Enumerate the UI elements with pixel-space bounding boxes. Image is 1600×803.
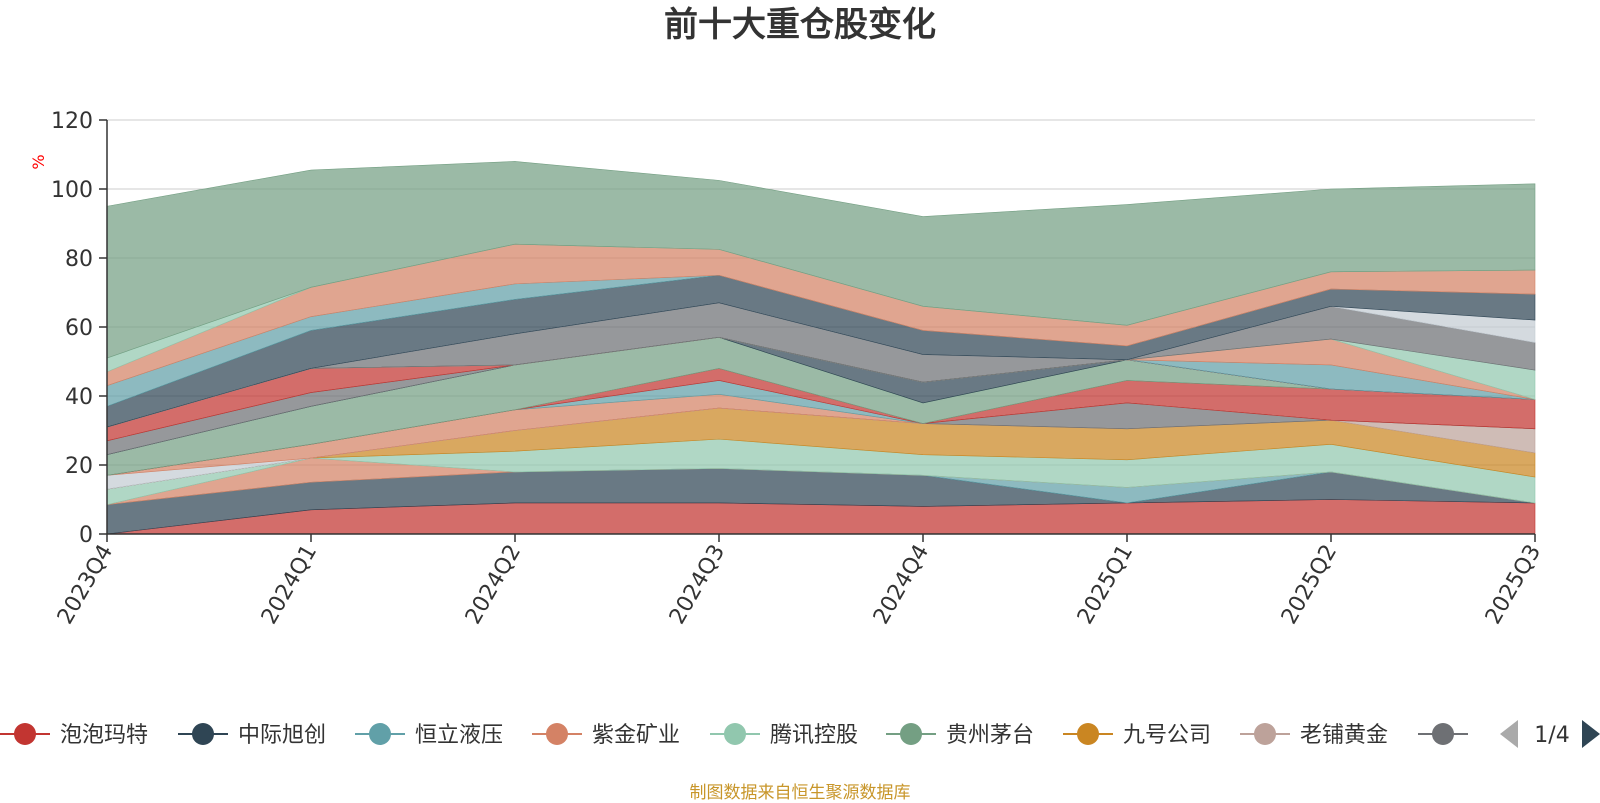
legend-items: 泡泡玛特 中际旭创 恒立液压 紫金矿业 腾讯控股 贵州茅台 九号公司 老铺黄金 文 <box>0 723 1500 748</box>
legend-marker <box>14 723 36 745</box>
legend-prev-page-icon[interactable] <box>1500 720 1518 748</box>
legend-label: 九号公司 <box>1123 723 1211 748</box>
x-tick-label-2024Q4: 2024Q4 <box>869 541 934 629</box>
legend-item-4: 紫金矿业 <box>532 723 680 748</box>
legend-pager: 1/4 <box>1500 720 1600 748</box>
y-axis-unit: % <box>29 154 48 169</box>
x-tick-label-2024Q2: 2024Q2 <box>461 541 526 629</box>
y-tick-label-0: 0 <box>79 523 93 548</box>
legend-item-6: 贵州茅台 <box>886 723 1034 748</box>
x-tick-label-2023Q4: 2023Q4 <box>53 541 118 629</box>
x-tick-label-2024Q3: 2024Q3 <box>665 541 730 629</box>
x-tick-label-2024Q1: 2024Q1 <box>257 541 322 629</box>
legend-marker <box>1254 723 1276 745</box>
legend-label: 腾讯控股 <box>770 723 858 748</box>
legend-marker <box>1077 723 1099 745</box>
legend-label: 贵州茅台 <box>946 723 1034 748</box>
data-source-note: 制图数据来自恒生聚源数据库 <box>689 783 911 803</box>
legend-label: 紫金矿业 <box>592 723 680 748</box>
legend-marker <box>724 723 746 745</box>
legend-page-indicator: 1/4 <box>1534 723 1569 748</box>
legend-label: 中际旭创 <box>238 723 326 748</box>
y-tick-label-40: 40 <box>65 385 93 410</box>
legend-item-8: 老铺黄金 <box>1240 723 1388 748</box>
legend-marker <box>546 723 568 745</box>
y-tick-label-120: 120 <box>51 109 93 134</box>
legend-next-page-icon[interactable] <box>1582 720 1600 748</box>
y-tick-label-20: 20 <box>65 454 93 479</box>
legend-marker <box>1432 723 1454 745</box>
legend-marker <box>900 723 922 745</box>
legend-label: 文 <box>1478 723 1500 748</box>
legend: 泡泡玛特 中际旭创 恒立液压 紫金矿业 腾讯控股 贵州茅台 九号公司 老铺黄金 文 1/4 <box>0 720 1600 748</box>
legend-item-3: 恒立液压 <box>355 723 503 748</box>
legend-item-9: 文 <box>1418 723 1500 748</box>
area-series-26 <box>106 161 1536 359</box>
legend-label: 泡泡玛特 <box>60 723 148 748</box>
y-tick-label-80: 80 <box>65 247 93 272</box>
y-tick-label-60: 60 <box>65 316 93 341</box>
legend-label: 恒立液压 <box>415 723 503 748</box>
x-tick-label-2025Q2: 2025Q2 <box>1277 541 1342 629</box>
chart-title: 前十大重仓股变化 <box>664 5 936 45</box>
stacked-areas <box>106 161 1536 535</box>
legend-item-7: 九号公司 <box>1063 723 1211 748</box>
legend-item-1: 泡泡玛特 <box>0 723 148 748</box>
x-tick-label-2025Q1: 2025Q1 <box>1073 541 1138 629</box>
y-tick-label-100: 100 <box>51 178 93 203</box>
legend-marker <box>369 723 391 745</box>
legend-item-5: 腾讯控股 <box>710 723 858 748</box>
legend-item-2: 中际旭创 <box>178 723 326 748</box>
x-tick-label-2025Q3: 2025Q3 <box>1481 541 1546 629</box>
legend-marker <box>192 723 214 745</box>
legend-label: 老铺黄金 <box>1300 723 1388 748</box>
